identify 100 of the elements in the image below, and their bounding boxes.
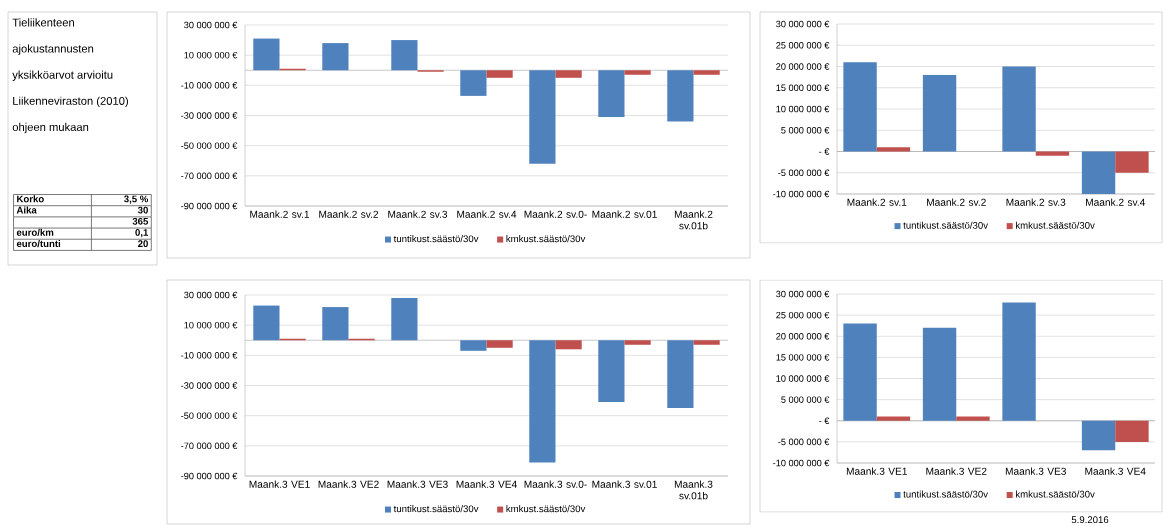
bar <box>391 298 418 341</box>
legend-label: kmkust.säästö/30v <box>506 235 586 243</box>
y-tick-label: -10 000 000 € <box>181 352 238 359</box>
bar <box>555 70 582 78</box>
y-tick-label: 25 000 000 € <box>776 311 830 319</box>
y-tick-label: -50 000 000 € <box>181 412 238 419</box>
x-tick-label: Maank.3 VE1 <box>846 467 907 475</box>
bar <box>876 147 911 152</box>
y-tick-label: 30 000 000 € <box>776 290 830 298</box>
text: 0,1 <box>135 229 149 238</box>
x-tick-label: Maank.2 sv.0- <box>524 210 587 218</box>
y-tick-label: - € <box>819 417 830 424</box>
y-tick-label: -70 000 000 € <box>181 172 238 180</box>
x-tick-label: Maank.2 sv.1 <box>250 210 310 218</box>
bar <box>486 70 513 78</box>
bar <box>1035 151 1070 156</box>
bar <box>486 340 513 348</box>
chart-title: Tieliikenteen ajokustannusten yksikköarvot arvioitu Liikenneviraston (2010) ohjeen mukaan <box>12 18 128 134</box>
bar <box>624 340 651 345</box>
bar <box>555 340 582 350</box>
bar <box>693 340 720 345</box>
y-tick-label: -10 000 000 € <box>181 82 238 89</box>
bar <box>843 323 877 421</box>
bar <box>529 340 556 463</box>
y-tick-label: -10 000 000 € <box>773 190 830 198</box>
bar <box>667 70 694 122</box>
legend-label: tuntikust.säästö/30v <box>903 490 988 498</box>
text: 30 <box>137 206 148 214</box>
y-tick-label: 5 000 000 € <box>781 127 830 134</box>
text: 365 <box>132 217 149 225</box>
bar <box>1002 66 1036 152</box>
bar <box>693 70 720 75</box>
x-tick-label: Maank.2 sv.4 <box>1086 198 1146 206</box>
y-tick-label: -90 000 000 € <box>181 472 238 480</box>
legend-label: kmkust.säästö/30v <box>1015 490 1095 498</box>
bar <box>391 40 418 71</box>
legend-label: tuntikust.säästö/30v <box>393 505 479 513</box>
x-tick-label: Maank.3 sv.0- <box>524 480 587 488</box>
x-tick-label: Maank.3 VE4 <box>456 480 517 488</box>
y-tick-label: 15 000 000 € <box>776 354 830 361</box>
category-label: Korko <box>17 195 44 203</box>
bar <box>1081 151 1116 194</box>
bar <box>460 70 487 96</box>
y-tick-label: 10 000 000 € <box>776 105 830 113</box>
x-tick-label: Maank.2 sv.3 <box>388 210 448 218</box>
category-label: Aika <box>16 206 37 214</box>
y-tick-label: 20 000 000 € <box>776 63 830 70</box>
y-tick-label: 30 000 000 € <box>184 291 238 299</box>
bar <box>253 305 280 341</box>
x-tick-label: Maank.3 VE3 <box>387 480 448 488</box>
text: 20 <box>138 240 148 248</box>
bar <box>253 38 280 71</box>
x-tick-label: Maank.3 VE2 <box>926 467 987 475</box>
bar <box>922 75 957 152</box>
y-tick-label: -50 000 000 € <box>181 142 238 149</box>
legend-label: tuntikust.säästö/30v <box>903 221 988 229</box>
category-label: euro/km <box>16 228 54 236</box>
y-tick-label: 25 000 000 € <box>776 42 830 49</box>
x-tick-label: Maank.2 sv.2 <box>319 210 379 218</box>
y-tick-label: 20 000 000 € <box>776 333 830 340</box>
x-tick-label: Maank.2 sv.2 <box>927 198 986 206</box>
bar <box>876 416 911 421</box>
y-tick-label: 30 000 000 € <box>184 21 238 29</box>
bar <box>598 70 625 117</box>
y-tick-label: -5 000 000 € <box>778 169 830 176</box>
x-tick-label: Maank.2 sv.4 <box>457 210 517 218</box>
bar <box>460 340 487 351</box>
bar <box>1081 420 1116 451</box>
bar <box>598 340 625 403</box>
x-tick-label: Maank.3 VE1 <box>249 480 310 488</box>
x-tick-label: Maank.3 VE3 <box>1005 467 1066 475</box>
x-tick-label: Maank.2 sv.3 <box>1006 198 1066 206</box>
y-tick-label: 5 000 000 € <box>781 396 830 403</box>
y-tick-label: 10 000 000 € <box>184 321 238 329</box>
text: 5.9.2016 <box>1071 516 1109 524</box>
y-tick-label: -5 000 000 € <box>778 438 830 446</box>
x-tick-label: Maank.2 sv.01 <box>592 210 657 218</box>
y-tick-label: -70 000 000 € <box>181 442 238 450</box>
legend-label: kmkust.säästö/30v <box>506 505 586 513</box>
y-tick-label: 15 000 000 € <box>776 84 830 91</box>
y-tick-label: -30 000 000 € <box>181 112 238 119</box>
y-tick-label: -90 000 000 € <box>181 202 238 210</box>
bar <box>624 70 651 75</box>
text: 3,5 % <box>124 195 149 204</box>
bar <box>956 416 990 421</box>
x-tick-label: Maank.3 VE4 <box>1085 467 1146 475</box>
x-tick-label: Maank.3 sv.01 <box>592 480 657 488</box>
bar <box>843 62 877 152</box>
x-tick-label: Maank.3 sv.01b <box>674 480 713 500</box>
bar <box>322 307 349 341</box>
x-tick-label: Maank.2 sv.1 <box>847 198 907 206</box>
y-tick-label: 10 000 000 € <box>184 51 238 59</box>
legend-label: tuntikust.säästö/30v <box>393 235 479 243</box>
x-tick-label: Maank.2 sv.01b <box>674 210 713 230</box>
x-tick-label: Maank.3 VE2 <box>318 480 379 488</box>
bar <box>529 70 556 164</box>
legend-label: kmkust.säästö/30v <box>1015 221 1095 229</box>
y-tick-label: -10 000 000 € <box>773 459 830 467</box>
bar <box>1115 420 1149 442</box>
category-label: euro/tunti <box>16 239 61 248</box>
